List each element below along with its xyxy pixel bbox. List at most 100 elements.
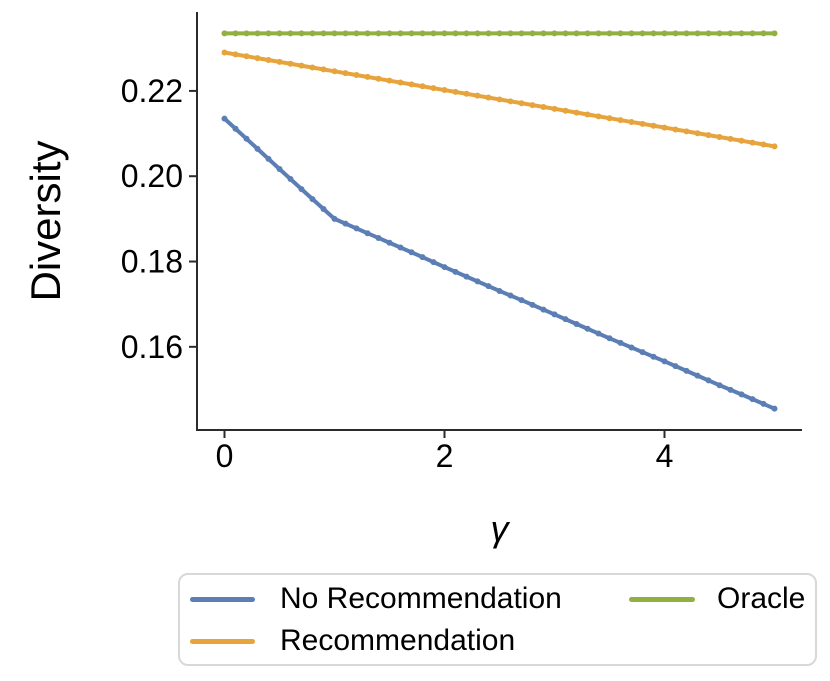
series-marker-0 (672, 363, 679, 370)
series-marker-2 (397, 30, 404, 37)
series-marker-0 (705, 377, 712, 384)
series-marker-2 (661, 30, 668, 37)
series-marker-2 (727, 30, 734, 37)
series-marker-0 (639, 349, 646, 356)
series-marker-0 (474, 278, 481, 285)
series-marker-2 (485, 30, 492, 37)
series-marker-1 (584, 111, 591, 118)
series-marker-2 (760, 30, 767, 37)
series-marker-2 (441, 30, 448, 37)
series-marker-0 (606, 335, 613, 342)
legend-line-swatch-blue (190, 596, 255, 602)
y-tick-label: 0.20 (121, 158, 183, 194)
series-marker-2 (694, 30, 701, 37)
series-marker-0 (573, 320, 580, 327)
series-marker-0 (254, 145, 261, 152)
series-marker-2 (254, 30, 261, 37)
series-marker-2 (430, 30, 437, 37)
series-marker-2 (650, 30, 657, 37)
series-marker-1 (628, 118, 635, 125)
series-marker-1 (419, 83, 426, 90)
series-marker-0 (430, 259, 437, 266)
series-marker-0 (650, 353, 657, 360)
series-marker-2 (738, 30, 745, 37)
plot-area: 0 2 4 0.16 0.18 0.20 0.22 γ Diversity (22, 12, 802, 549)
series-marker-0 (584, 325, 591, 332)
x-tick-label: 4 (656, 438, 674, 474)
series-marker-1 (309, 64, 316, 71)
series-marker-1 (243, 53, 250, 60)
series-marker-0 (661, 358, 668, 365)
series-marker-1 (749, 139, 756, 146)
chart-legend: No Recommendation Recommendation Oracle (178, 573, 817, 666)
series-marker-1 (287, 60, 294, 67)
series-marker-2 (771, 30, 778, 37)
series-marker-0 (243, 135, 250, 142)
series-marker-2 (595, 30, 602, 37)
series-marker-2 (298, 30, 305, 37)
series-marker-1 (397, 79, 404, 86)
series-marker-0 (419, 254, 426, 261)
legend-label: Recommendation (280, 624, 516, 657)
x-tick-label: 2 (436, 438, 454, 474)
y-axis-label: Diversity (22, 140, 69, 301)
series-marker-0 (628, 344, 635, 351)
series-marker-2 (529, 30, 536, 37)
series-marker-0 (232, 125, 239, 132)
series-marker-1 (540, 103, 547, 110)
series-marker-2 (221, 30, 228, 37)
series-marker-2 (573, 30, 580, 37)
series-marker-0 (320, 205, 327, 212)
series-marker-2 (364, 30, 371, 37)
series-marker-2 (353, 30, 360, 37)
series-marker-1 (353, 72, 360, 79)
series-marker-0 (441, 264, 448, 271)
y-tick-label: 0.22 (121, 73, 183, 109)
series-marker-1 (408, 81, 415, 88)
series-marker-0 (276, 165, 283, 172)
series-marker-0 (463, 273, 470, 280)
series-marker-1 (298, 62, 305, 69)
series-marker-0 (452, 268, 459, 275)
series-marker-2 (540, 30, 547, 37)
series-marker-1 (331, 68, 338, 75)
series-marker-1 (573, 109, 580, 116)
series-marker-2 (584, 30, 591, 37)
series-marker-2 (276, 30, 283, 37)
series-marker-1 (727, 135, 734, 142)
series-marker-1 (771, 143, 778, 150)
series-marker-1 (441, 87, 448, 94)
series-marker-0 (342, 220, 349, 227)
legend-label: No Recommendation (280, 582, 562, 615)
series-marker-0 (221, 115, 228, 122)
x-axis-label: γ (491, 508, 511, 549)
series-marker-1 (221, 49, 228, 56)
series-marker-0 (507, 292, 514, 299)
legend-item-oracle: Oracle (629, 579, 805, 619)
series-marker-2 (331, 30, 338, 37)
x-tick-label: 0 (216, 438, 234, 474)
series-marker-0 (287, 176, 294, 183)
series-marker-2 (749, 30, 756, 37)
series-marker-1 (595, 113, 602, 120)
series-marker-2 (628, 30, 635, 37)
series-marker-1 (320, 66, 327, 73)
series-marker-0 (408, 249, 415, 256)
series-marker-1 (760, 141, 767, 148)
series-marker-0 (738, 391, 745, 398)
series-marker-2 (551, 30, 558, 37)
series-marker-0 (364, 230, 371, 237)
series-marker-0 (727, 386, 734, 393)
series-marker-2 (375, 30, 382, 37)
series-line-0 (222, 116, 777, 411)
legend-item-recommendation: Recommendation (190, 621, 515, 661)
series-marker-1 (375, 75, 382, 82)
series-marker-0 (309, 196, 316, 203)
y-tick-label: 0.18 (121, 244, 183, 280)
series-marker-0 (331, 215, 338, 222)
series-marker-1 (661, 124, 668, 131)
series-marker-0 (749, 396, 756, 403)
series-marker-1 (507, 98, 514, 105)
series-marker-2 (474, 30, 481, 37)
